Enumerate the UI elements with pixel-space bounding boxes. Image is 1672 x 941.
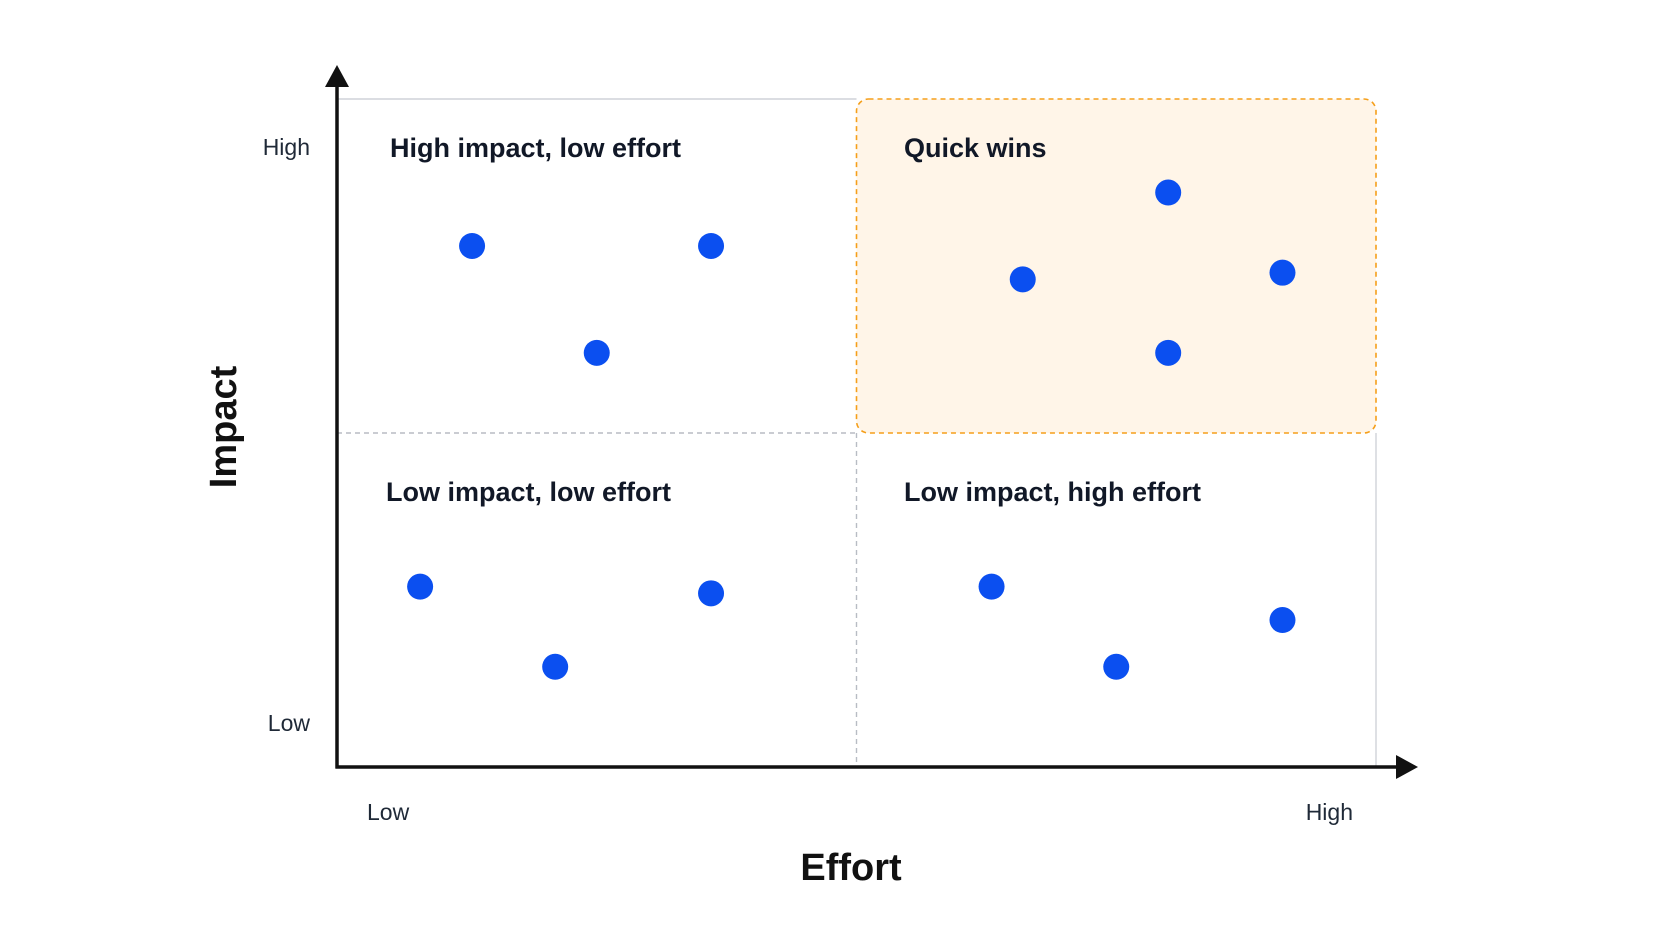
data-point-5 xyxy=(1155,179,1182,206)
data-point-7 xyxy=(1155,339,1182,366)
data-point-8 xyxy=(407,573,434,600)
quadrant-label-low-impact-high-effort: Low impact, high effort xyxy=(904,477,1201,507)
x-tick-high: High xyxy=(1306,799,1353,825)
data-point-3 xyxy=(583,339,610,366)
data-point-4 xyxy=(1009,266,1036,293)
data-point-1 xyxy=(459,232,486,259)
quadrant-label-high-impact-low-effort: High impact, low effort xyxy=(390,133,681,163)
y-axis-arrow-icon xyxy=(325,65,349,87)
data-point-2 xyxy=(698,232,725,259)
y-tick-high: High xyxy=(263,134,310,160)
data-point-6 xyxy=(1269,259,1296,286)
quadrant-label-low-impact-low-effort: Low impact, low effort xyxy=(386,477,671,507)
y-tick-low: Low xyxy=(268,710,311,736)
x-tick-low: Low xyxy=(367,799,410,825)
quick-wins-highlight xyxy=(855,98,1377,434)
data-point-10 xyxy=(542,653,569,680)
data-points xyxy=(407,179,1296,680)
data-point-9 xyxy=(698,580,725,607)
data-point-13 xyxy=(1103,653,1130,680)
data-point-12 xyxy=(1269,607,1296,634)
y-axis-title: Impact xyxy=(203,365,245,488)
x-axis-arrow-icon xyxy=(1396,755,1418,779)
x-axis-title: Effort xyxy=(800,847,902,889)
data-point-11 xyxy=(978,573,1005,600)
quadrant-label-quick-wins: Quick wins xyxy=(904,133,1047,163)
